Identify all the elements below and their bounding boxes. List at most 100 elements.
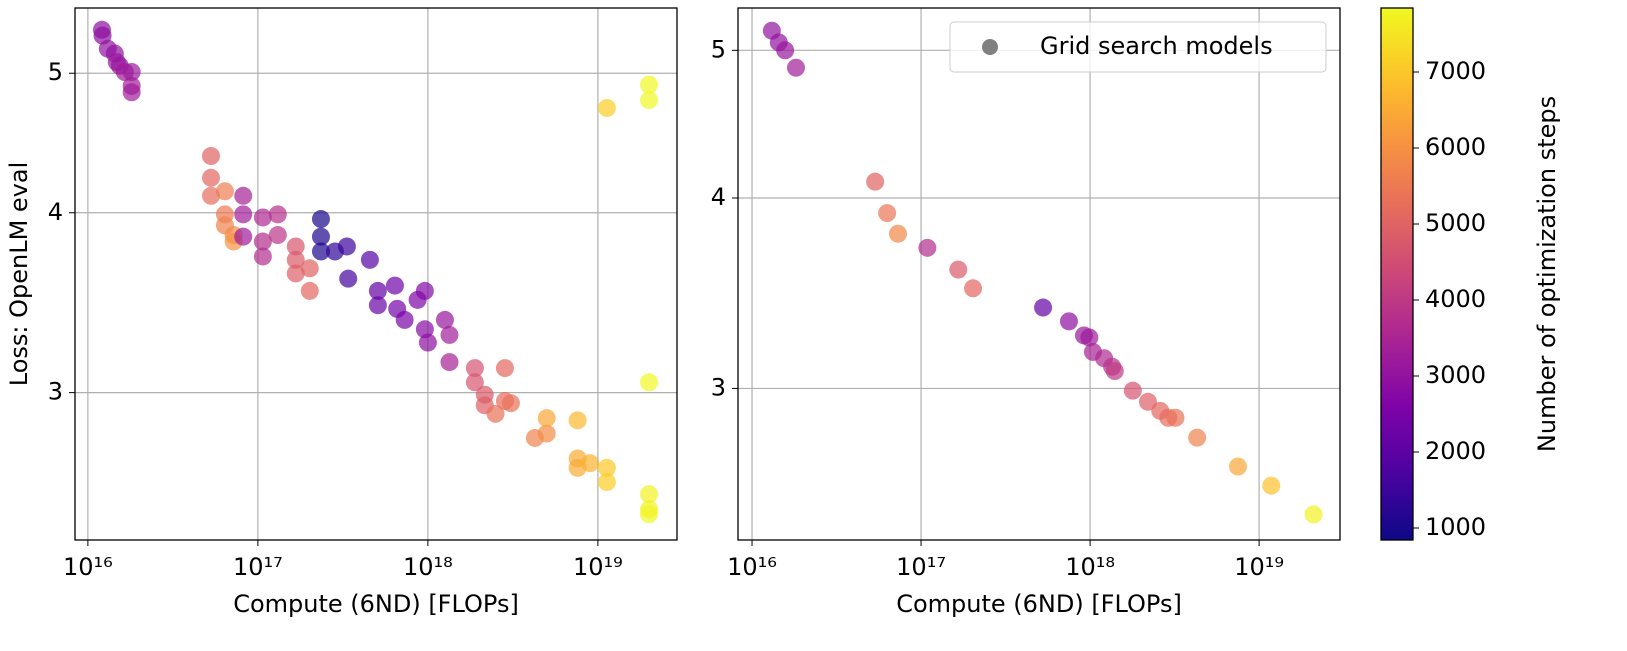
colorbar-tick-label: 1000 [1425,513,1486,541]
colorbar [1380,7,1414,541]
x-tick-label: 10¹⁷ [233,553,283,581]
point [440,325,459,344]
point [253,247,272,266]
point [964,279,983,298]
point [1123,381,1142,400]
point [640,75,659,94]
point [311,242,330,261]
point [501,394,520,413]
x-tick-label: 10¹⁸ [403,553,453,581]
colorbar-tick-label: 3000 [1425,361,1486,389]
point [640,91,659,110]
point [339,269,358,288]
point [435,310,454,329]
point [486,404,505,423]
point [395,310,414,329]
point [368,281,387,300]
point [918,238,937,257]
y-tick-label: 3 [48,378,63,406]
point [122,83,141,102]
point [465,359,484,378]
point [568,411,587,430]
colorbar-tick-label: 4000 [1425,285,1486,313]
x-tick-label: 10¹⁷ [896,553,946,581]
point [1304,505,1323,524]
y-axis-label: Loss: OpenLM eval [5,162,33,387]
point [300,281,319,300]
point [234,186,253,205]
point [286,237,305,256]
legend: Grid search models [949,21,1327,73]
x-tick-label: 10¹⁸ [1065,553,1115,581]
point [581,454,600,473]
point [640,485,659,504]
x-tick-label: 10¹⁹ [1234,553,1284,581]
x-tick-label: 10¹⁹ [573,553,623,581]
point [300,259,319,278]
point [1059,312,1078,331]
point [1262,476,1281,495]
plot-frame [74,7,678,541]
colorbar-label: Number of optimization steps [1533,96,1561,452]
x-axis-label: Compute (6ND) [FLOPs] [233,590,519,618]
y-tick-label: 5 [48,58,63,86]
point [1166,408,1185,427]
point [878,204,897,223]
point [337,237,356,256]
point [415,281,434,300]
point [234,205,253,224]
y-tick-label: 3 [711,373,726,401]
y-tick-label: 5 [711,35,726,63]
point [368,296,387,315]
y-tick-label: 4 [48,198,63,226]
x-tick-label: 10¹⁶ [63,553,113,581]
point [640,505,659,524]
point [866,172,885,191]
point [385,276,404,295]
point [786,58,805,77]
point [268,226,287,245]
point [360,250,379,269]
plot-frame [737,7,1341,541]
point [311,227,330,246]
point [597,458,616,477]
point [495,359,514,378]
colorbar-tick-label: 6000 [1425,133,1486,161]
point [888,224,907,243]
point [202,147,221,166]
point [1188,428,1207,447]
point [286,250,305,269]
point [465,373,484,392]
point [253,208,272,227]
point [268,205,287,224]
colorbar-tick-label: 7000 [1425,57,1486,85]
point [1034,298,1053,317]
point [949,260,968,279]
point [1228,457,1247,476]
point [597,473,616,492]
point [122,62,141,81]
point [215,182,234,201]
x-axis-label: Compute (6ND) [FLOPs] [896,590,1182,618]
legend-label: Grid search models [1040,32,1273,60]
y-tick-label: 4 [711,183,726,211]
point [640,373,659,392]
legend-marker [982,39,998,55]
point [1105,362,1124,381]
colorbar-tick-label: 5000 [1425,209,1486,237]
point [776,41,795,60]
point [418,333,437,352]
point [202,168,221,187]
point [234,227,253,246]
point [1080,328,1099,347]
point [202,186,221,205]
colorbar-tick-label: 2000 [1425,437,1486,465]
point [537,409,556,428]
point [1138,392,1157,411]
point [597,98,616,117]
point [286,264,305,283]
point [537,424,556,443]
x-tick-label: 10¹⁶ [727,553,777,581]
legend-box [949,21,1327,73]
